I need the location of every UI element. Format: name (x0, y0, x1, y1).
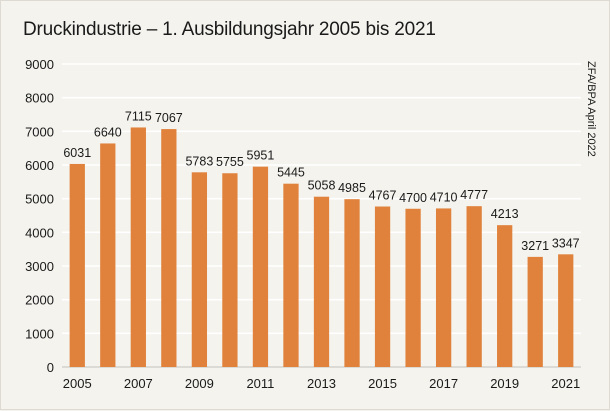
bar-2021 (558, 254, 574, 367)
x-tick-label: 2017 (429, 376, 458, 391)
data-label-2013: 5058 (308, 179, 336, 193)
y-tick-label: 1000 (25, 326, 54, 341)
y-tick-label: 7000 (25, 124, 54, 139)
data-label-2019: 4213 (491, 207, 519, 221)
bar-2006 (100, 143, 116, 367)
data-label-2016: 4700 (399, 191, 427, 205)
y-tick-label: 2000 (25, 293, 54, 308)
bar-2019 (497, 225, 513, 367)
bar-2008 (161, 129, 177, 367)
data-label-2018: 4777 (460, 188, 488, 202)
data-label-2011: 5951 (247, 149, 275, 163)
x-tick-label: 2011 (246, 376, 274, 391)
x-tick-label: 2007 (124, 376, 153, 391)
y-tick-label: 8000 (25, 91, 54, 106)
chart-title: Druckindustrie – 1. Ausbildungsjahr 2005… (23, 19, 436, 40)
x-tick-label: 2009 (185, 376, 214, 391)
y-tick-label: 6000 (25, 158, 54, 173)
data-label-2014: 4985 (338, 181, 366, 195)
x-axis-ticks: 2005 2007 2009 2011 2013 2015 2017 2019 2021 (63, 376, 580, 391)
data-label-2009: 5783 (185, 154, 213, 168)
data-label-2017: 4710 (430, 190, 458, 204)
data-label-2005: 6031 (63, 146, 91, 160)
bar-2013 (313, 196, 330, 367)
data-label-2021: 3347 (552, 236, 580, 250)
y-axis-ticks: 0 1000 2000 3000 4000 5000 6000 7000 8000 9000 (25, 57, 54, 375)
bar-2012 (283, 183, 299, 367)
y-tick-label: 9000 (25, 57, 54, 72)
bar-2017 (435, 208, 452, 367)
data-label-2008: 7067 (155, 111, 183, 125)
data-label-2015: 4767 (369, 189, 397, 203)
data-label-2012: 5445 (277, 166, 305, 180)
x-tick-label: 2021 (551, 376, 580, 391)
bars (69, 127, 574, 367)
data-label-2020: 3271 (521, 239, 549, 253)
bar-2018 (466, 206, 482, 367)
bar-2016 (405, 208, 421, 367)
y-tick-label: 5000 (25, 192, 54, 207)
y-tick-label: 3000 (25, 259, 54, 274)
bar-2015 (374, 206, 391, 367)
bar-2010 (222, 173, 238, 367)
bar-2007 (130, 127, 146, 367)
y-tick-label: 0 (47, 360, 54, 375)
bar-2011 (252, 166, 269, 367)
data-label-2010: 5755 (216, 155, 244, 169)
x-tick-label: 2013 (307, 376, 336, 391)
data-label-2007: 7115 (125, 109, 152, 123)
x-tick-label: 2019 (490, 376, 519, 391)
data-label-2006: 6640 (94, 125, 122, 139)
bar-2020 (527, 256, 543, 367)
bar-2014 (344, 199, 360, 367)
bar-2005 (69, 163, 85, 367)
y-tick-label: 4000 (25, 225, 54, 240)
x-tick-label: 2015 (368, 376, 397, 391)
bar-2009 (191, 172, 208, 367)
x-tick-label: 2005 (63, 376, 92, 391)
